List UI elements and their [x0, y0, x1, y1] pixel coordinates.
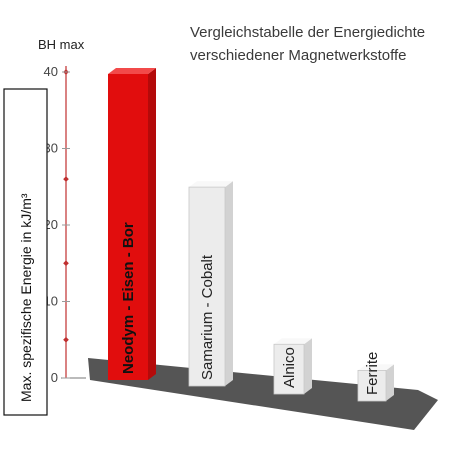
axis-marker-0	[63, 336, 69, 343]
bar-top	[358, 364, 394, 371]
bar-label-0: Neodym - Eisen - Bor	[120, 222, 137, 374]
bar-top	[274, 338, 312, 345]
axis-marker-2	[63, 176, 69, 182]
axis-top-label: BH max	[38, 37, 85, 52]
chart-title-line-2: verschiedener Magnetwerkstoffe	[190, 47, 407, 64]
axis-marker-1	[63, 260, 69, 267]
floor-plane	[88, 358, 438, 430]
bar-side	[304, 338, 312, 394]
bar	[188, 186, 226, 387]
y-axis-label-box	[3, 88, 48, 416]
bar-top	[108, 68, 156, 74]
bar-group: Alnico	[273, 338, 312, 395]
bar-label-1: Samarium - Cobalt	[199, 254, 216, 380]
bar-side	[225, 181, 233, 386]
y-axis-label: Max. spezifische Energie in kJ/m³	[18, 193, 34, 402]
bar-group: Ferrite	[357, 352, 394, 402]
bar-side	[148, 68, 156, 380]
chart-title-line-1: Vergleichstabelle der Energiedichte	[190, 24, 425, 41]
bar-group: Neodym - Eisen - Bor	[108, 68, 156, 380]
bar-side	[386, 364, 394, 401]
bar	[273, 343, 305, 395]
bar	[108, 74, 148, 380]
floor	[88, 358, 438, 430]
bar-top	[189, 181, 233, 188]
bar	[357, 369, 387, 402]
y-tick-label-4: 40	[44, 64, 58, 79]
y-tick-label-0: 0	[51, 370, 58, 385]
bar-label-3: Ferrite	[364, 352, 381, 395]
bar-group: Samarium - Cobalt	[188, 181, 233, 387]
bar-label-2: Alnico	[281, 347, 298, 388]
